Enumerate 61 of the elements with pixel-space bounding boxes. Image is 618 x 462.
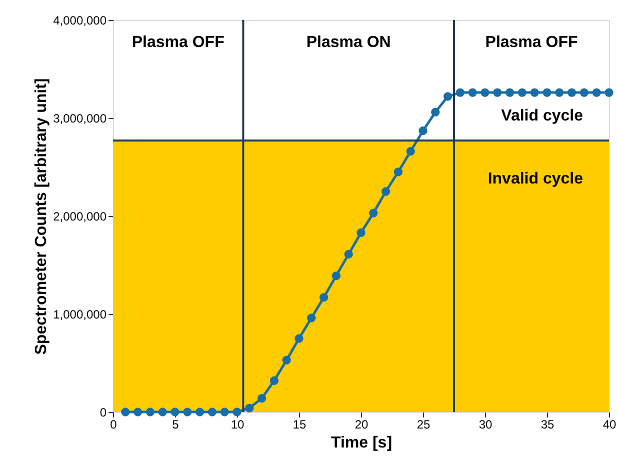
point	[394, 168, 403, 176]
y-tick-label: 2,000,000	[53, 210, 107, 224]
point	[468, 88, 477, 97]
point	[580, 88, 589, 97]
x-tick-label: 40	[602, 418, 616, 432]
point	[567, 88, 576, 97]
point	[456, 88, 465, 97]
point	[344, 250, 353, 259]
x-tick-label: 35	[540, 418, 554, 432]
point	[381, 187, 390, 196]
x-tick-label: 5	[172, 418, 180, 432]
x-tick-label: 10	[230, 418, 244, 432]
point	[530, 88, 539, 97]
y-axis-title: Spectrometer Counts [arbitrary unit]	[33, 78, 50, 355]
point	[158, 408, 167, 416]
annotation: Valid cycle	[501, 108, 584, 125]
x-tick-label: 0	[110, 418, 118, 432]
point	[604, 88, 614, 97]
point	[493, 88, 502, 97]
point	[319, 293, 328, 302]
point	[282, 356, 291, 364]
x-tick-label: 25	[416, 418, 430, 432]
point	[518, 88, 527, 97]
point	[208, 408, 217, 416]
point	[232, 408, 242, 416]
annotation: Plasma OFF	[132, 34, 225, 51]
point	[220, 408, 229, 416]
point	[133, 408, 142, 416]
point	[418, 126, 428, 136]
y-tick-label: 1,000,000	[53, 308, 107, 322]
y-tick-label: 3,000,000	[53, 112, 107, 126]
x-tick-label: 30	[478, 418, 492, 432]
point	[270, 376, 279, 385]
point	[257, 394, 266, 403]
point	[555, 88, 564, 97]
point	[542, 88, 552, 97]
annotation: Plasma ON	[306, 34, 391, 51]
point	[480, 88, 490, 97]
point	[505, 88, 514, 97]
point	[443, 92, 452, 101]
band-label: Invalid cycle	[488, 170, 584, 188]
point	[170, 408, 180, 416]
point	[332, 271, 341, 280]
x-axis-title: Time [s]	[330, 434, 392, 452]
x-tick-label: 15	[292, 418, 306, 432]
y-tick-label: 0	[100, 406, 107, 420]
point	[183, 408, 192, 416]
point	[369, 208, 378, 218]
point	[146, 408, 155, 416]
point	[406, 147, 415, 156]
x-tick-label: 20	[354, 418, 368, 432]
point	[121, 408, 130, 416]
point	[307, 314, 316, 322]
point	[356, 228, 366, 237]
point	[431, 108, 440, 116]
point	[294, 334, 304, 343]
y-tick-label: 4,000,000	[53, 14, 107, 28]
point	[195, 408, 204, 416]
point	[245, 404, 254, 412]
annotation: Plasma OFF	[485, 34, 578, 51]
point	[592, 88, 601, 97]
